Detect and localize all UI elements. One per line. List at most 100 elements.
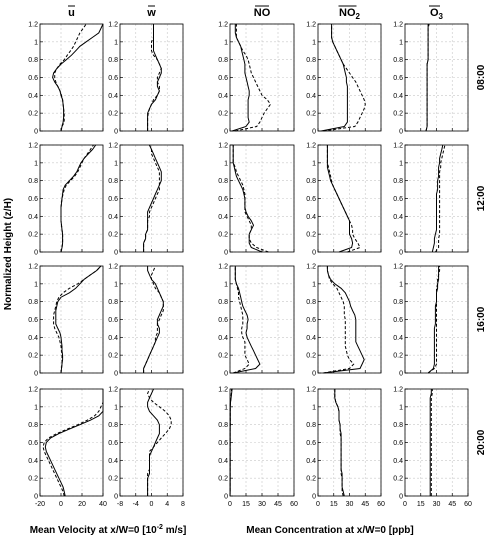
column-title-u: u [68, 5, 75, 19]
column-title-O3: O3 [429, 5, 444, 21]
y-tick-label: 0.2 [28, 111, 38, 118]
x-tick-label: 15 [330, 501, 338, 508]
profile-line-dashed [427, 266, 441, 374]
y-tick-label: 0.4 [218, 214, 228, 221]
panel-r0-c0: 0 0.2 0.4 0.6 0.8 1 1.2 [28, 22, 104, 136]
y-tick-label: 0.4 [218, 335, 228, 342]
x-tick-label: 45 [448, 501, 456, 508]
y-tick-label: 0.2 [108, 232, 118, 239]
y-tick-label: 1 [34, 39, 38, 46]
x-tick-label: 0 [228, 501, 232, 508]
y-tick-label: 0.4 [108, 93, 118, 100]
y-tick-label: 1 [399, 39, 403, 46]
x-tick-label: 30 [258, 501, 266, 508]
y-tick-label: 0.4 [28, 335, 38, 342]
y-tick-label: 1.2 [28, 264, 38, 271]
y-tick-label: 1.2 [393, 143, 403, 150]
y-tick-label: 0 [312, 250, 316, 257]
panel-r2-c4: 0 0.2 0.4 0.6 0.8 1 1.2 [393, 264, 469, 378]
y-tick-label: 0 [224, 129, 228, 136]
profile-line-solid [427, 266, 440, 374]
y-tick-label: 0.2 [218, 111, 228, 118]
panel-r1-c2: 0 0.2 0.4 0.6 0.8 1 1.2 [218, 143, 295, 257]
y-tick-label: 0.8 [306, 299, 316, 306]
y-tick-label: 1 [399, 281, 403, 288]
x-tick-label: 40 [99, 501, 107, 508]
y-tick-label: 0.8 [393, 57, 403, 64]
panel-r0-c3: 0 0.2 0.4 0.6 0.8 1 1.2 [306, 22, 382, 136]
x-tick-label: 8 [181, 501, 185, 508]
profile-line-solid [143, 144, 162, 252]
y-tick-label: 1.2 [108, 264, 118, 271]
profile-line-dashed [323, 24, 366, 132]
y-tick-label: 0.6 [218, 317, 228, 324]
row-label-0800: 08:00 [476, 64, 487, 90]
panel-r3-c4: 0 0.2 0.4 0.6 0.8 1 1.2 0 15 30 45 60 [393, 387, 472, 509]
y-tick-label: 0 [224, 494, 228, 501]
y-tick-label: 0.6 [393, 440, 403, 447]
y-tick-label: 0 [114, 129, 118, 136]
y-tick-label: 0.4 [306, 214, 316, 221]
y-tick-label: 0.8 [108, 57, 118, 64]
y-tick-label: 1 [224, 39, 228, 46]
profile-line-solid [147, 24, 162, 131]
y-tick-label: 0.2 [306, 476, 316, 483]
y-tick-label: 0.2 [108, 111, 118, 118]
y-tick-label: 0 [114, 494, 118, 501]
profile-line-dashed [326, 145, 361, 253]
x-axis-label-concentration: Mean Concentration at x/W=0 [ppb] [246, 525, 414, 536]
x-tick-label: 15 [417, 501, 425, 508]
profile-line-solid [231, 24, 250, 132]
y-tick-label: 1 [114, 39, 118, 46]
y-tick-label: 1 [34, 160, 38, 167]
y-tick-label: 0.6 [218, 75, 228, 82]
y-tick-label: 0.6 [28, 196, 38, 203]
y-tick-label: 0.4 [306, 335, 316, 342]
y-tick-label: 0.2 [393, 232, 403, 239]
column-title-text: O3 [430, 7, 444, 21]
y-tick-label: 0.8 [218, 422, 228, 429]
row-label-2000: 20:00 [476, 429, 487, 455]
y-tick-label: 0.8 [108, 422, 118, 429]
y-tick-label: 0.2 [306, 232, 316, 239]
profile-line-solid [60, 144, 97, 253]
y-tick-label: 0.2 [218, 232, 228, 239]
y-tick-label: 0.8 [393, 299, 403, 306]
profile-line-dashed [143, 265, 164, 373]
y-tick-label: 0.2 [306, 111, 316, 118]
y-tick-label: 1.2 [218, 387, 228, 394]
y-tick-label: 0.4 [393, 335, 403, 342]
y-tick-label: 1 [114, 404, 118, 411]
y-tick-label: 0.6 [108, 75, 118, 82]
y-tick-label: 1.2 [393, 264, 403, 271]
panel-r2-c1: 0 0.2 0.4 0.6 0.8 1 1.2 [108, 264, 184, 378]
y-tick-label: 1 [224, 404, 228, 411]
y-tick-label: 0 [114, 371, 118, 378]
y-tick-label: 0.2 [306, 353, 316, 360]
x-tick-label: 30 [433, 501, 441, 508]
y-tick-label: 0 [399, 371, 403, 378]
y-tick-label: 0.6 [28, 75, 38, 82]
profile-line-dashed [42, 389, 104, 497]
y-tick-label: 0.8 [306, 422, 316, 429]
profile-line-dashed [54, 23, 87, 132]
profile-line-solid [143, 266, 164, 373]
profile-line-dashed [143, 144, 160, 252]
panel-r1-c4: 0 0.2 0.4 0.6 0.8 1 1.2 [393, 143, 469, 257]
y-tick-label: 1.2 [108, 387, 118, 394]
y-tick-label: 0.6 [306, 317, 316, 324]
y-tick-label: 0.8 [28, 57, 38, 64]
y-tick-label: 0 [399, 250, 403, 257]
y-tick-label: 0 [224, 250, 228, 257]
y-tick-label: 0.6 [218, 196, 228, 203]
x-axis-label-velocity-exponent: -2 [157, 524, 163, 531]
panel-r1-c1: 0 0.2 0.4 0.6 0.8 1 1.2 [108, 143, 184, 257]
x-tick-label: 0 [59, 501, 63, 508]
profile-line-dashed [147, 24, 162, 131]
y-tick-label: 0.2 [108, 353, 118, 360]
x-tick-label: 0 [150, 501, 154, 508]
x-tick-label: -8 [117, 501, 123, 508]
panel-r3-c3: 0 0.2 0.4 0.6 0.8 1 1.2 0 15 30 45 60 [306, 387, 385, 509]
y-tick-label: 0.6 [28, 440, 38, 447]
